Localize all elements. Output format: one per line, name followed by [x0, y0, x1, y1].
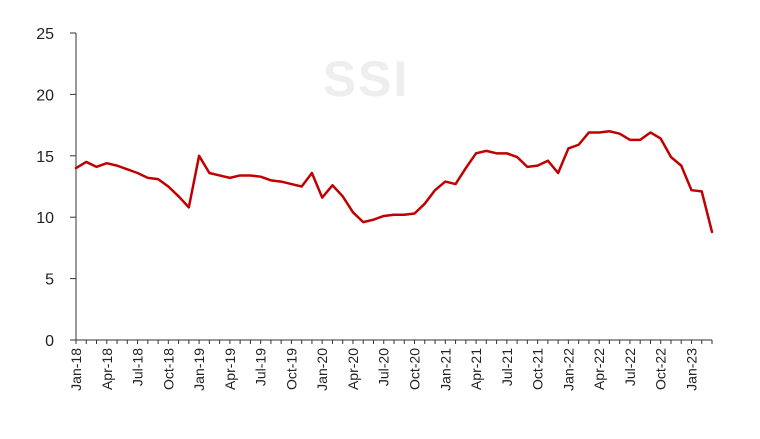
data-point	[711, 231, 713, 233]
y-tick-label: 10	[36, 210, 54, 227]
x-tick-label: Jan-21	[437, 348, 453, 391]
data-point	[311, 172, 313, 174]
x-tick-label: Oct-18	[160, 348, 176, 390]
y-tick-label: 0	[45, 333, 54, 350]
data-point	[249, 174, 251, 176]
data-point	[342, 195, 344, 197]
data-point	[167, 186, 169, 187]
x-tick-label: Jan-20	[314, 348, 330, 391]
data-point	[639, 139, 641, 141]
data-point	[516, 156, 518, 158]
data-point	[424, 203, 426, 205]
data-point	[506, 152, 508, 154]
data-point	[219, 174, 221, 176]
data-point	[270, 179, 272, 181]
data-point	[670, 156, 672, 158]
data-point	[198, 155, 200, 157]
data-point	[321, 197, 323, 199]
x-tick-label: Oct-20	[407, 348, 423, 390]
x-tick-label: Jan-23	[683, 348, 699, 391]
x-tick-label: Jul-19	[253, 348, 269, 386]
x-tick-label: Oct-22	[653, 348, 669, 390]
data-point	[629, 139, 631, 141]
x-tick-label: Jan-18	[68, 348, 84, 391]
data-point	[208, 172, 210, 174]
data-point	[690, 189, 692, 191]
data-point	[126, 168, 128, 170]
x-tick-label: Apr-19	[222, 348, 238, 390]
chart-watermark: SSI	[323, 51, 410, 107]
data-point	[475, 152, 477, 154]
data-point	[455, 183, 457, 185]
x-tick-label: Apr-20	[345, 348, 361, 390]
data-point	[372, 219, 374, 221]
data-point	[280, 181, 282, 183]
data-point	[178, 195, 180, 197]
series-group	[74, 129, 714, 234]
data-point	[137, 172, 139, 174]
y-tick-label: 20	[36, 87, 54, 104]
data-point	[239, 174, 241, 176]
data-point	[393, 214, 395, 216]
y-axis: 0 5 10 15 20 25	[36, 26, 77, 350]
data-point	[547, 160, 549, 162]
data-point	[157, 178, 159, 180]
data-point	[147, 177, 149, 179]
data-point	[434, 189, 436, 191]
data-point	[403, 214, 405, 216]
data-point	[578, 144, 580, 146]
x-tick-label: Jul-22	[622, 348, 638, 386]
x-tick-label: Apr-22	[591, 348, 607, 390]
data-point	[352, 211, 354, 213]
data-point	[649, 131, 651, 133]
data-point	[414, 213, 416, 215]
x-tick-label: Oct-19	[283, 348, 299, 390]
data-point	[362, 221, 364, 223]
y-tick-label: 5	[45, 272, 54, 289]
x-tick-label: Oct-21	[530, 348, 546, 390]
data-point	[526, 166, 528, 168]
data-point	[331, 184, 333, 186]
data-point	[701, 190, 703, 192]
data-point	[588, 131, 590, 133]
data-point	[619, 133, 621, 135]
data-point	[496, 152, 498, 154]
series-line	[74, 129, 714, 234]
data-point	[485, 150, 487, 152]
y-tick-label: 25	[36, 26, 54, 43]
data-point	[229, 177, 231, 179]
data-point	[75, 167, 77, 169]
x-tick-label: Jul-21	[499, 348, 515, 386]
x-tick-label: Apr-21	[468, 348, 484, 390]
data-point	[260, 176, 262, 178]
x-axis: Jan-18 Apr-18 Jul-18 Oct-18 Jan-19 Apr-19 Jul-…	[68, 339, 713, 391]
data-point	[608, 130, 610, 132]
data-point	[301, 186, 303, 187]
data-point	[537, 165, 539, 167]
data-point	[444, 181, 446, 183]
data-point	[680, 165, 682, 167]
data-point	[567, 147, 569, 149]
data-point	[116, 165, 118, 167]
x-tick-label: Apr-18	[99, 348, 115, 390]
data-point	[598, 131, 600, 133]
data-point	[85, 161, 87, 163]
data-point	[557, 172, 559, 174]
data-point	[188, 206, 190, 208]
y-tick-label: 15	[36, 149, 54, 166]
x-tick-label: Jul-18	[130, 348, 146, 386]
data-point	[383, 215, 385, 217]
data-point	[96, 166, 98, 168]
data-point	[465, 167, 467, 169]
x-tick-label: Jan-22	[560, 348, 576, 391]
data-point	[290, 183, 292, 185]
x-tick-label: Jul-20	[376, 348, 392, 386]
data-point	[660, 138, 662, 140]
x-tick-label: Jan-19	[191, 348, 207, 391]
data-point	[106, 162, 108, 164]
